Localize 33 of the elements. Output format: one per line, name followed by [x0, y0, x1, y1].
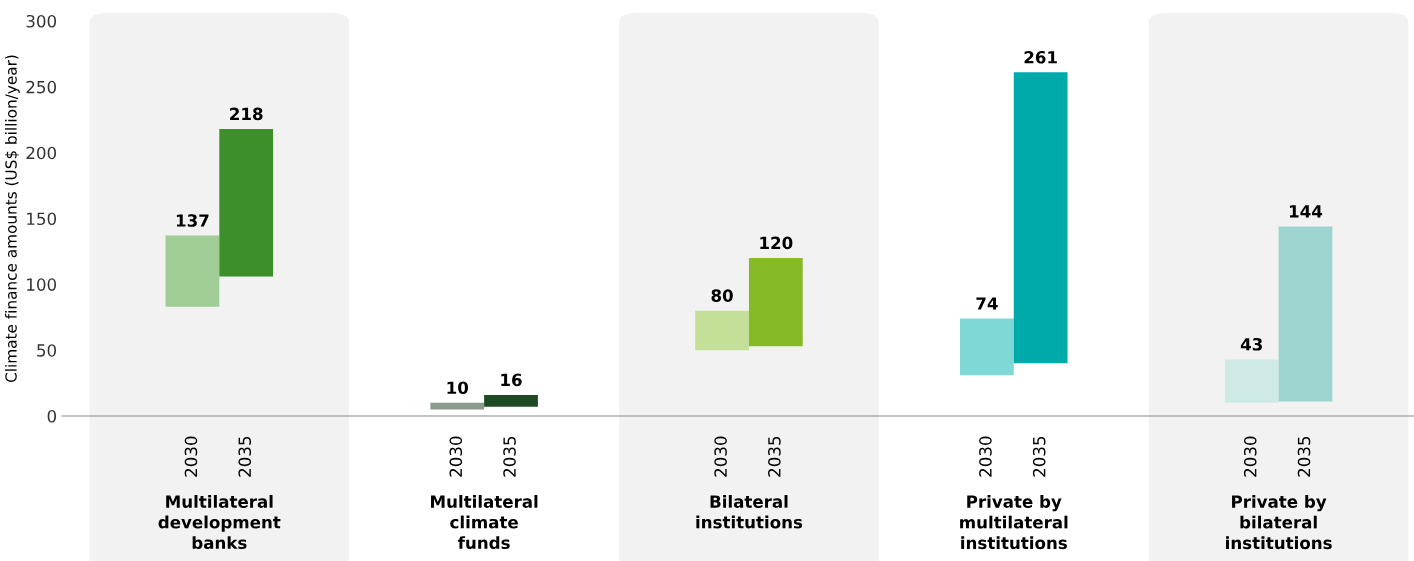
text: Bilateral institutions — [696, 495, 803, 529]
x-tick-label: 2035 — [238, 436, 252, 477]
data-label: 144 — [1289, 205, 1323, 218]
x-tick-label: 2030 — [184, 436, 198, 477]
x-tick-label: 2035 — [1032, 436, 1046, 477]
x-tick-label: 2035 — [503, 436, 516, 477]
text: Multilateral development banks — [158, 495, 281, 550]
y-tick-label: 200 — [26, 146, 57, 160]
data-label: 16 — [501, 373, 522, 387]
x-tick-label: 2030 — [1243, 436, 1257, 477]
data-label: 218 — [230, 107, 263, 121]
data-label: 261 — [1024, 50, 1057, 64]
y-tick-label: 100 — [27, 278, 57, 291]
x-tick-label: 2030 — [449, 436, 463, 477]
y-axis-title: Climate finance amounts (US$ billion/year) — [4, 55, 20, 383]
x-tick-label: 2030 — [979, 436, 992, 477]
y-tick-label: 250 — [26, 80, 57, 94]
data-label: 80 — [711, 289, 733, 302]
text: Private by multilateral institutions — [960, 495, 1068, 550]
y-tick-label: 150 — [27, 212, 57, 226]
y-tick-label: 0 — [47, 409, 57, 423]
data-label: 10 — [447, 381, 469, 395]
text: Multilateral climate funds — [431, 495, 538, 550]
x-tick-label: 2035 — [768, 436, 781, 477]
data-label: 74 — [976, 297, 998, 310]
data-label: 120 — [760, 236, 793, 250]
x-tick-label: 2030 — [714, 436, 727, 477]
text: Private by bilateral institutions — [1226, 495, 1332, 550]
data-label: 137 — [176, 214, 209, 227]
data-label: 43 — [1240, 337, 1262, 351]
x-tick-label: 2035 — [1297, 436, 1311, 477]
y-tick-label: 300 — [26, 14, 57, 28]
y-tick-label: 50 — [37, 344, 57, 357]
